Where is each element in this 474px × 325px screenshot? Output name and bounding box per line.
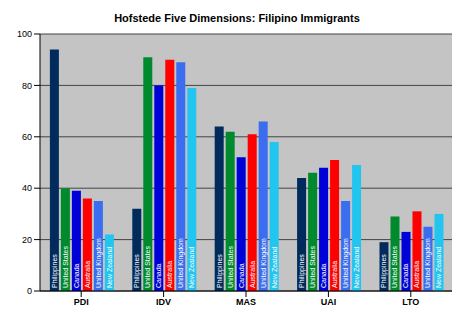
svg-text:Canada: Canada: [155, 263, 162, 288]
svg-text:Canada: Canada: [238, 263, 245, 288]
svg-text:Australia: Australia: [84, 261, 91, 288]
svg-text:Australia: Australia: [166, 261, 173, 288]
svg-text:United Kingdom: United Kingdom: [95, 238, 103, 288]
svg-text:New Zealand: New Zealand: [188, 247, 195, 288]
svg-text:Canada: Canada: [402, 263, 409, 288]
svg-text:Canada: Canada: [320, 263, 327, 288]
svg-text:100: 100: [17, 29, 32, 39]
svg-text:United States: United States: [62, 245, 69, 288]
svg-text:United States: United States: [227, 245, 234, 288]
svg-text:New Zealand: New Zealand: [271, 247, 278, 288]
svg-text:UAI: UAI: [321, 297, 337, 307]
svg-text:Philippines: Philippines: [380, 254, 388, 288]
svg-text:Philippines: Philippines: [51, 254, 59, 288]
svg-text:Australia: Australia: [249, 261, 256, 288]
svg-text:Australia: Australia: [413, 261, 420, 288]
svg-text:0: 0: [27, 286, 32, 296]
svg-text:Philippines: Philippines: [133, 254, 141, 288]
svg-text:40: 40: [22, 183, 32, 193]
svg-text:United Kingdom: United Kingdom: [177, 238, 185, 288]
html-text:Hofstede Five Dimensions: Fili: Hofstede Five Dimensions: Filipino Immig…: [114, 12, 360, 24]
svg-text:United States: United States: [309, 245, 316, 288]
svg-text:Philippines: Philippines: [216, 254, 224, 288]
svg-text:New Zealand: New Zealand: [435, 247, 442, 288]
svg-text:New Zealand: New Zealand: [106, 247, 113, 288]
svg-text:United Kingdom: United Kingdom: [342, 238, 350, 288]
svg-text:Philippines: Philippines: [298, 254, 306, 288]
svg-text:60: 60: [22, 132, 32, 142]
svg-text:20: 20: [22, 235, 32, 245]
svg-text:IDV: IDV: [156, 297, 171, 307]
svg-text:Australia: Australia: [331, 261, 338, 288]
svg-text:United Kingdom: United Kingdom: [424, 238, 432, 288]
svg-text:PDI: PDI: [74, 297, 89, 307]
svg-text:Canada: Canada: [73, 263, 80, 288]
svg-text:United States: United States: [391, 245, 398, 288]
svg-text:80: 80: [22, 81, 32, 91]
svg-text:LTO: LTO: [402, 297, 419, 307]
svg-text:United States: United States: [144, 245, 151, 288]
svg-text:United Kingdom: United Kingdom: [260, 238, 268, 288]
svg-text:MAS: MAS: [236, 297, 256, 307]
svg-text:New Zealand: New Zealand: [353, 247, 360, 288]
